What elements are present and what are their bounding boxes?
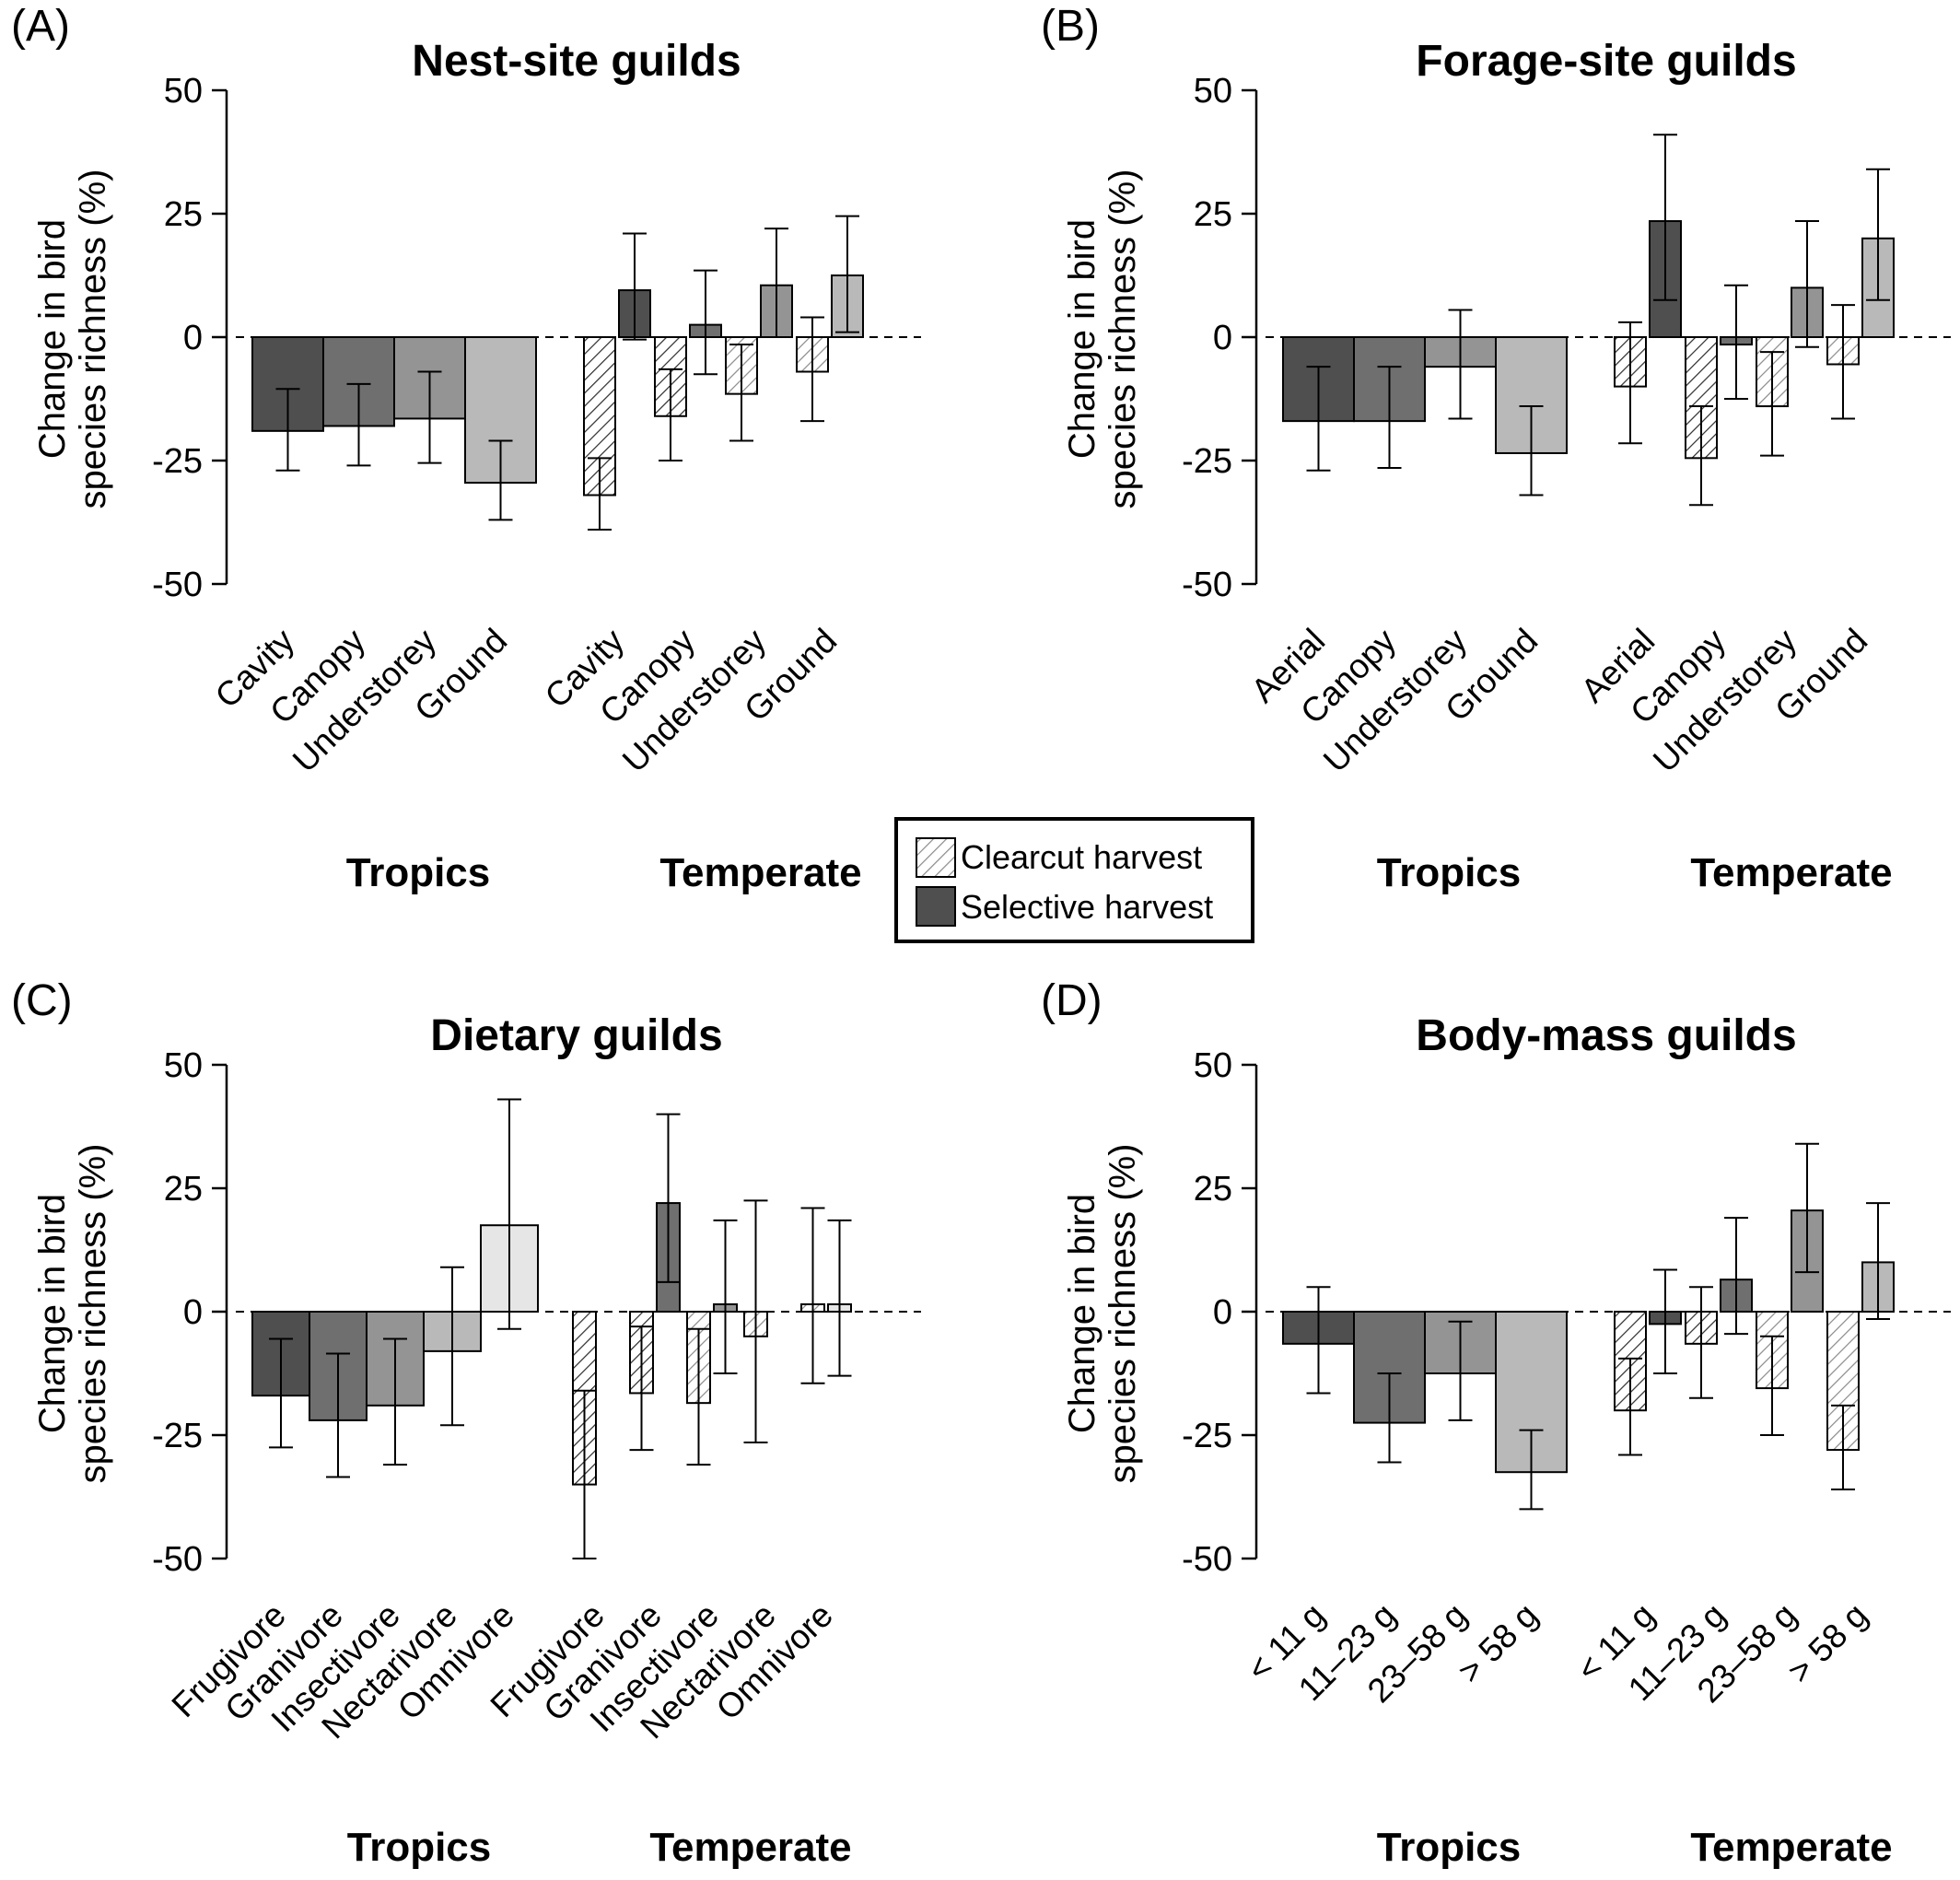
y-tick-label: -50 bbox=[1182, 566, 1232, 604]
panel-title: Dietary guilds bbox=[430, 1011, 722, 1060]
y-tick-label: 50 bbox=[164, 1046, 203, 1085]
legend-swatch-clearcut bbox=[916, 837, 956, 878]
panel-c: (C) Dietary guilds 50 25 0 -25 -50 Change in bi… bbox=[11, 976, 921, 1870]
y-axis-label: Change in birdspecies richness (%) bbox=[32, 1143, 113, 1483]
x-tick-label: > 58 g bbox=[1451, 1596, 1545, 1690]
y-tick-label: -50 bbox=[152, 566, 203, 604]
y-axis-label: Change in birdspecies richness (%) bbox=[1062, 1143, 1143, 1483]
panel-label: (A) bbox=[11, 2, 70, 51]
legend-label-selective: Selective harvest bbox=[961, 888, 1213, 926]
y-axis-label-line: species richness (%) bbox=[73, 169, 113, 508]
y-axis-label-line: species richness (%) bbox=[73, 1143, 113, 1483]
y-axis-label: Change in birdspecies richness (%) bbox=[1062, 169, 1143, 508]
y-tick-label: 0 bbox=[1213, 1293, 1232, 1332]
legend-swatch-selective bbox=[916, 886, 956, 927]
group-label: Tropics bbox=[1377, 850, 1522, 895]
y-tick-label: -25 bbox=[152, 442, 203, 481]
y-tick-label: 0 bbox=[183, 1293, 203, 1332]
panel-b: (B) Forage-site guilds 50 25 0 -25 -50 Change i… bbox=[1041, 2, 1951, 895]
y-tick-label: -50 bbox=[1182, 1540, 1232, 1579]
y-tick-label: -25 bbox=[1182, 442, 1232, 481]
y-tick-label: -25 bbox=[1182, 1417, 1232, 1455]
group-label: Tropics bbox=[346, 850, 491, 895]
y-axis-label-line: species richness (%) bbox=[1102, 169, 1143, 508]
y-axis-label-line: Change in bird bbox=[32, 1194, 73, 1433]
legend: Clearcut harvest Selective harvest bbox=[894, 817, 1254, 943]
legend-label-clearcut: Clearcut harvest bbox=[961, 838, 1202, 876]
group-label: Temperate bbox=[649, 1825, 851, 1870]
panel-d: (D) Body-mass guilds 50 25 0 -25 -50 Change in … bbox=[1041, 976, 1951, 1870]
y-tick-label: 50 bbox=[1194, 1046, 1232, 1085]
panel-title: Nest-site guilds bbox=[412, 37, 741, 86]
group-label: Tropics bbox=[347, 1825, 492, 1870]
y-axis-label: Change in birdspecies richness (%) bbox=[32, 169, 113, 508]
y-tick-label: 50 bbox=[1194, 72, 1232, 111]
y-axis-label-line: species richness (%) bbox=[1102, 1143, 1143, 1483]
y-tick-label: 0 bbox=[183, 319, 203, 357]
y-tick-label: 25 bbox=[1194, 195, 1232, 234]
group-label: Tropics bbox=[1377, 1825, 1522, 1870]
y-tick-label: 50 bbox=[164, 72, 203, 111]
y-tick-label: -25 bbox=[152, 1417, 203, 1455]
y-tick-label: 25 bbox=[1194, 1170, 1232, 1209]
x-tick-label: > 58 g bbox=[1780, 1596, 1874, 1690]
panel-title: Body-mass guilds bbox=[1416, 1011, 1796, 1060]
panel-label: (C) bbox=[11, 976, 73, 1025]
y-tick-label: 25 bbox=[164, 1170, 203, 1209]
panel-a: (A) Nest-site guilds 50 25 0 -25 -50 Change in … bbox=[11, 2, 921, 895]
panel-label: (B) bbox=[1041, 2, 1100, 51]
y-axis-label-line: Change in bird bbox=[32, 219, 73, 459]
panel-label: (D) bbox=[1041, 976, 1102, 1025]
y-axis-label-line: Change in bird bbox=[1062, 1194, 1102, 1433]
y-axis-label-line: Change in bird bbox=[1062, 219, 1102, 459]
y-tick-label: 0 bbox=[1213, 319, 1232, 357]
group-label: Temperate bbox=[659, 850, 861, 895]
panel-title: Forage-site guilds bbox=[1416, 37, 1796, 86]
group-label: Temperate bbox=[1690, 850, 1892, 895]
y-tick-label: 25 bbox=[164, 195, 203, 234]
group-label: Temperate bbox=[1690, 1825, 1892, 1870]
y-tick-label: -50 bbox=[152, 1540, 203, 1579]
